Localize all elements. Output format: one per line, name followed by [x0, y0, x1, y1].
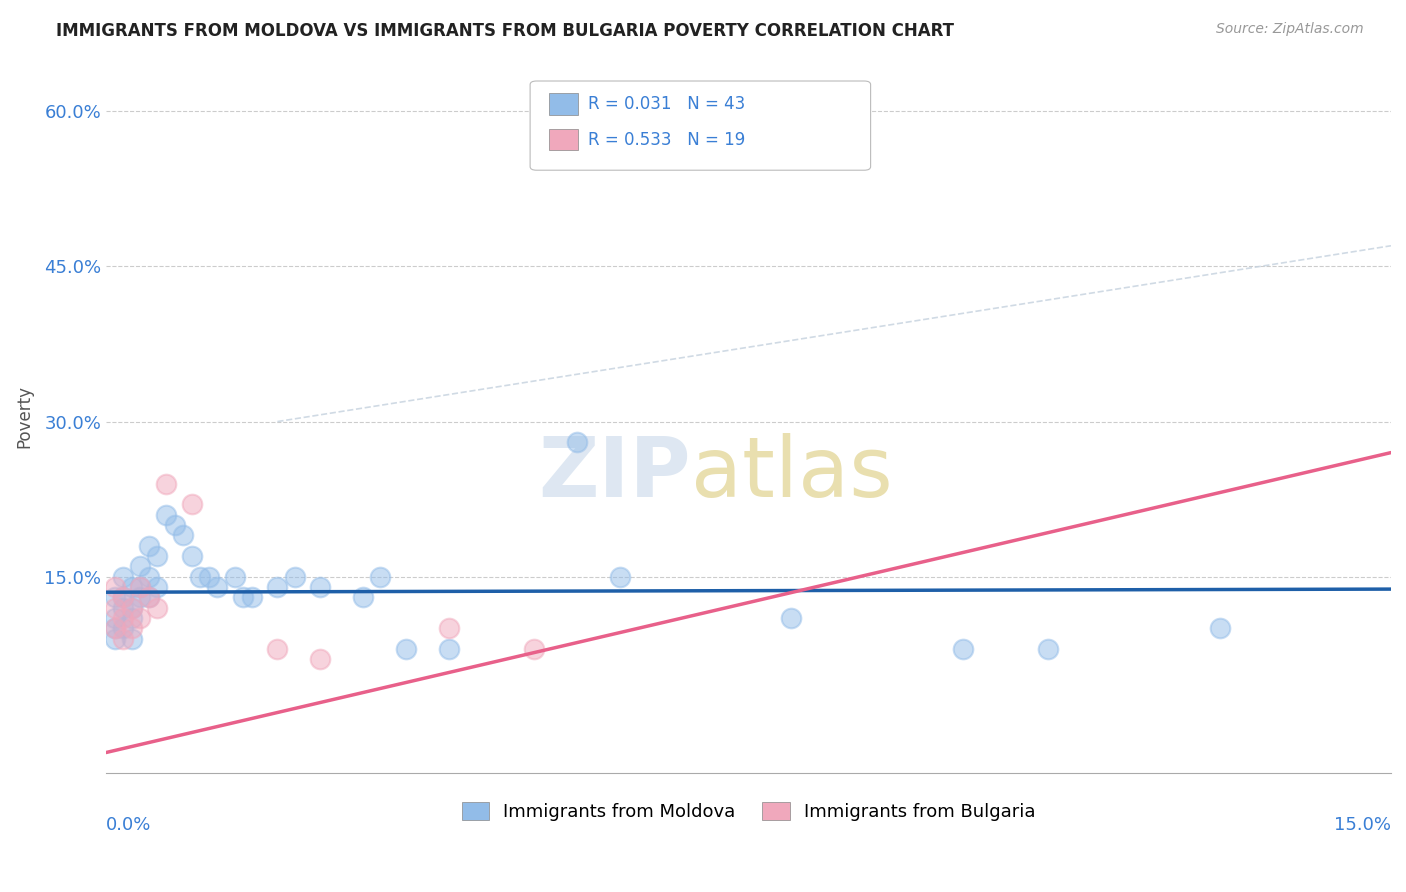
- FancyBboxPatch shape: [550, 93, 578, 114]
- Point: [104, 632, 127, 646]
- Point: [112, 621, 135, 635]
- Point: [112, 570, 135, 584]
- Y-axis label: Poverty: Poverty: [15, 384, 32, 448]
- Point: [129, 611, 152, 625]
- Point: [104, 611, 127, 625]
- Point: [104, 591, 127, 605]
- Point: [121, 621, 143, 635]
- Text: 0.0%: 0.0%: [105, 816, 152, 834]
- Point: [368, 570, 391, 584]
- Point: [952, 642, 974, 657]
- Point: [112, 591, 135, 605]
- Point: [309, 580, 332, 594]
- Point: [121, 580, 143, 594]
- FancyBboxPatch shape: [550, 128, 578, 150]
- Point: [188, 570, 211, 584]
- Point: [112, 600, 135, 615]
- Point: [1208, 621, 1230, 635]
- Point: [352, 591, 374, 605]
- Text: R = 0.533   N = 19: R = 0.533 N = 19: [588, 130, 745, 149]
- Point: [121, 632, 143, 646]
- Point: [163, 518, 186, 533]
- Point: [104, 600, 127, 615]
- Point: [146, 549, 169, 563]
- Point: [309, 652, 332, 666]
- Text: atlas: atlas: [690, 433, 893, 514]
- Text: 15.0%: 15.0%: [1334, 816, 1391, 834]
- Point: [129, 580, 152, 594]
- Point: [155, 476, 177, 491]
- Point: [567, 435, 589, 450]
- Point: [146, 580, 169, 594]
- Point: [129, 580, 152, 594]
- Point: [138, 570, 160, 584]
- Point: [104, 621, 127, 635]
- Point: [121, 600, 143, 615]
- Point: [180, 497, 202, 511]
- Point: [121, 600, 143, 615]
- Point: [104, 621, 127, 635]
- Point: [1038, 642, 1060, 657]
- Point: [395, 642, 418, 657]
- Point: [780, 611, 803, 625]
- Point: [129, 559, 152, 574]
- Point: [437, 621, 460, 635]
- Point: [138, 591, 160, 605]
- Point: [104, 580, 127, 594]
- Point: [283, 570, 305, 584]
- Legend: Immigrants from Moldova, Immigrants from Bulgaria: Immigrants from Moldova, Immigrants from…: [454, 795, 1043, 829]
- Point: [437, 642, 460, 657]
- Point: [266, 580, 288, 594]
- Point: [155, 508, 177, 522]
- Text: Source: ZipAtlas.com: Source: ZipAtlas.com: [1216, 22, 1364, 37]
- Point: [240, 591, 263, 605]
- Point: [523, 642, 546, 657]
- Point: [129, 591, 152, 605]
- Point: [138, 591, 160, 605]
- Point: [266, 642, 288, 657]
- Point: [180, 549, 202, 563]
- Point: [138, 539, 160, 553]
- Point: [172, 528, 194, 542]
- Point: [232, 591, 254, 605]
- Point: [112, 632, 135, 646]
- Text: IMMIGRANTS FROM MOLDOVA VS IMMIGRANTS FROM BULGARIA POVERTY CORRELATION CHART: IMMIGRANTS FROM MOLDOVA VS IMMIGRANTS FR…: [56, 22, 955, 40]
- Point: [112, 591, 135, 605]
- Point: [198, 570, 221, 584]
- Point: [146, 600, 169, 615]
- Text: ZIP: ZIP: [538, 433, 690, 514]
- FancyBboxPatch shape: [530, 81, 870, 170]
- Point: [609, 570, 631, 584]
- Point: [121, 611, 143, 625]
- Point: [112, 611, 135, 625]
- Point: [224, 570, 246, 584]
- Point: [780, 145, 803, 160]
- Text: R = 0.031   N = 43: R = 0.031 N = 43: [588, 95, 745, 113]
- Point: [207, 580, 229, 594]
